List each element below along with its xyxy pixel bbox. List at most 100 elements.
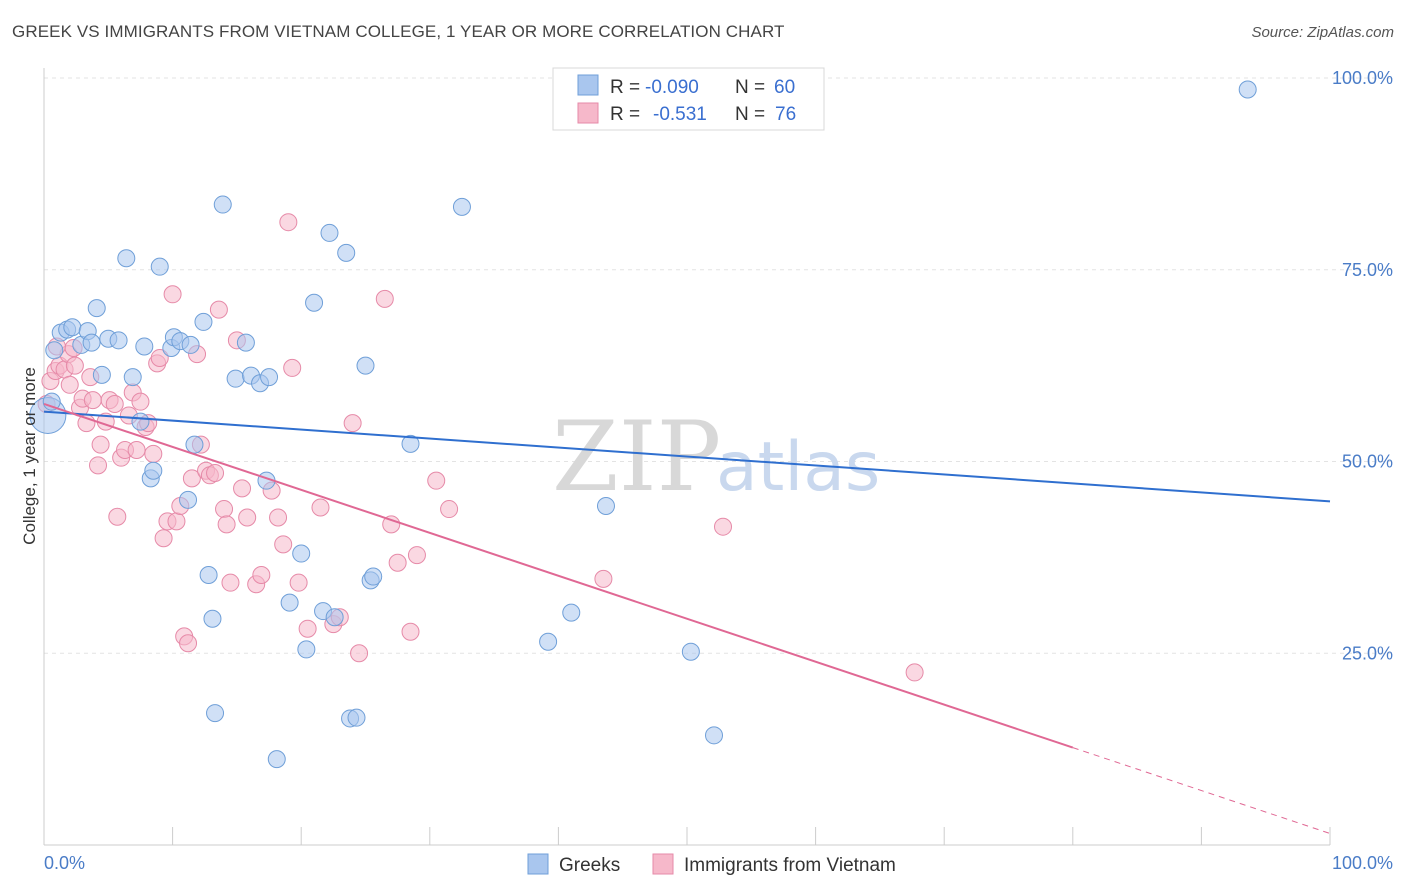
point-vietnam <box>206 464 225 483</box>
trendline-greeks <box>43 410 1331 503</box>
point-greeks <box>325 608 344 627</box>
point-vietnam <box>714 517 733 536</box>
point-greeks <box>82 333 101 352</box>
source-label: Source: ZipAtlas.com <box>1251 24 1394 41</box>
point-greeks <box>452 197 471 216</box>
point-vietnam <box>65 356 84 375</box>
legend-greeks-r-value: -0.090 <box>645 77 699 98</box>
point-vietnam <box>150 348 169 367</box>
watermark: ZIP atlas <box>552 401 880 513</box>
point-greeks <box>401 434 420 453</box>
y-tick-label: 100.0% <box>1332 68 1393 88</box>
y-tick-label: 75.0% <box>1342 260 1393 280</box>
point-greeks <box>681 642 700 661</box>
point-vietnam <box>440 500 459 519</box>
point-vietnam <box>215 500 234 519</box>
point-vietnam <box>60 375 79 394</box>
point-greeks <box>260 368 279 387</box>
point-vietnam <box>182 469 201 488</box>
point-vietnam <box>221 573 240 592</box>
point-vietnam <box>388 553 407 572</box>
x-tick-label: 0.0% <box>44 853 85 873</box>
point-vietnam <box>91 435 110 454</box>
point-greeks <box>364 567 383 586</box>
trendline-vietnam <box>43 403 1074 749</box>
trendlines <box>43 403 1331 834</box>
point-vietnam <box>217 515 236 534</box>
point-vietnam <box>343 414 362 433</box>
point-greeks <box>109 331 128 350</box>
point-greeks <box>292 544 311 563</box>
point-vietnam <box>401 622 420 641</box>
point-greeks <box>356 356 375 375</box>
point-greeks <box>280 593 299 612</box>
legend-vietnam-n-value: 76 <box>775 104 796 125</box>
point-greeks <box>150 257 169 276</box>
point-greeks <box>185 435 204 454</box>
trendline-vietnam-extension <box>1072 747 1331 834</box>
x-tick-labels: 0.0% 100.0% <box>44 853 1393 873</box>
legend-vietnam-r-value: -0.531 <box>653 104 707 125</box>
y-tick-label: 50.0% <box>1342 452 1393 472</box>
point-greeks <box>131 412 150 431</box>
point-vietnam <box>298 619 317 638</box>
point-vietnam <box>283 358 302 377</box>
point-greeks <box>135 337 154 356</box>
point-vietnam <box>382 515 401 534</box>
legend-bottom: Greeks Immigrants from Vietnam <box>527 853 896 876</box>
point-vietnam <box>269 508 288 527</box>
point-greeks <box>144 461 163 480</box>
point-greeks <box>337 243 356 262</box>
point-greeks <box>45 341 64 360</box>
point-greeks <box>320 223 339 242</box>
point-vietnam <box>252 566 271 585</box>
point-vietnam <box>144 444 163 463</box>
point-greeks <box>297 640 316 659</box>
point-greeks <box>206 704 225 723</box>
legend-bottom-vietnam-swatch <box>652 853 674 875</box>
legend-vietnam-n-label: N = <box>735 104 765 125</box>
legend-vietnam-r-label: R = <box>610 104 640 125</box>
x-tick-label: 100.0% <box>1332 853 1393 873</box>
point-greeks <box>347 708 366 727</box>
point-vietnam <box>594 569 613 588</box>
legend-greeks-n-value: 60 <box>774 77 795 98</box>
y-tick-label: 25.0% <box>1342 643 1393 663</box>
legend-bottom-vietnam-label: Immigrants from Vietnam <box>684 855 896 876</box>
point-vietnam <box>131 392 150 411</box>
point-greeks <box>181 335 200 354</box>
point-vietnam <box>407 546 426 565</box>
point-vietnam <box>163 285 182 304</box>
series-greeks-points <box>29 69 1257 769</box>
point-vietnam <box>209 300 228 319</box>
point-vietnam <box>238 508 257 527</box>
point-vietnam <box>311 498 330 517</box>
point-vietnam <box>105 394 124 413</box>
point-greeks <box>562 603 581 622</box>
point-greeks <box>179 490 198 509</box>
legend-greeks-r-label: R = <box>610 77 640 98</box>
point-greeks <box>194 312 213 331</box>
point-vietnam <box>83 391 102 410</box>
grid <box>44 77 1394 654</box>
point-greeks <box>199 566 218 585</box>
point-greeks <box>539 632 558 651</box>
point-vietnam <box>127 440 146 459</box>
point-vietnam <box>154 529 173 548</box>
point-greeks <box>92 365 111 384</box>
point-greeks <box>213 195 232 214</box>
point-vietnam <box>179 634 198 653</box>
legend-vietnam-swatch <box>577 102 599 124</box>
point-greeks <box>117 249 136 268</box>
point-greeks <box>236 333 255 352</box>
point-vietnam <box>350 644 369 663</box>
point-vietnam <box>233 479 252 498</box>
legend-bottom-greeks-swatch <box>527 853 549 875</box>
point-vietnam <box>905 663 924 682</box>
point-greeks <box>305 293 324 312</box>
point-vietnam <box>89 456 108 475</box>
point-greeks <box>87 299 106 318</box>
point-vietnam <box>427 471 446 490</box>
point-greeks <box>596 496 615 515</box>
